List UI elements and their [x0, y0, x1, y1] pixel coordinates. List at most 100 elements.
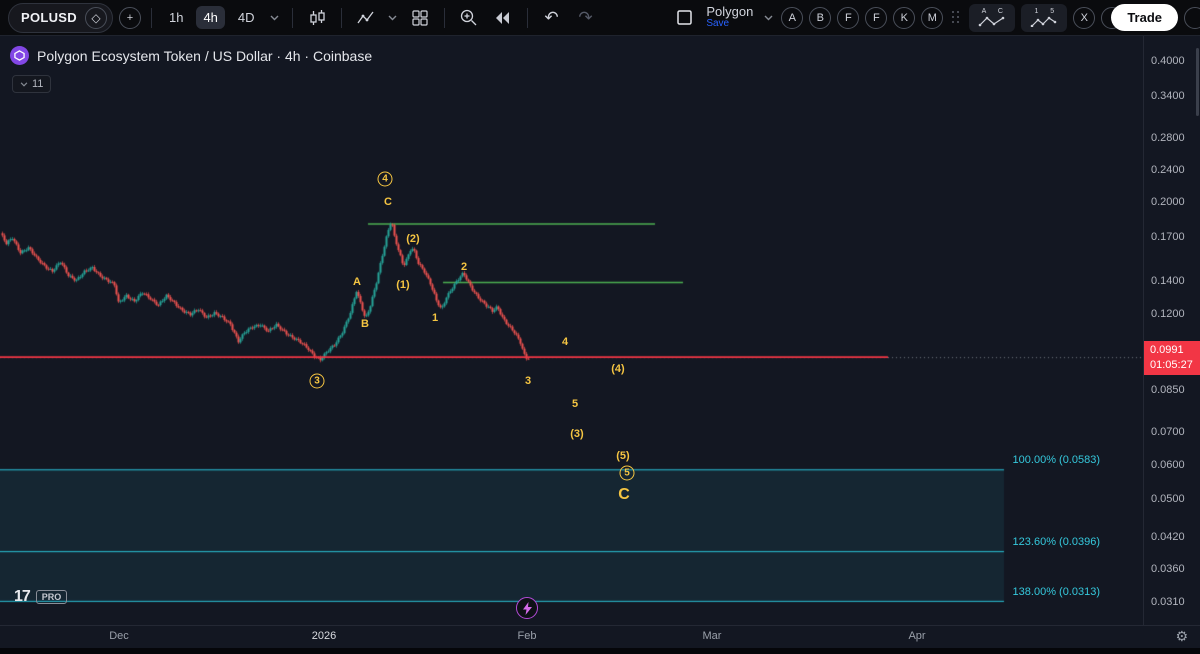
chevron-down-icon[interactable] — [386, 4, 400, 32]
elliott-wave-label[interactable]: C — [618, 486, 630, 503]
elliott-wave-label[interactable]: A — [353, 276, 361, 288]
elliott-wave-label[interactable]: (5) — [616, 450, 630, 462]
elliott-wave-label[interactable]: 4 — [377, 171, 393, 187]
elliott-wave-label[interactable]: B — [361, 318, 369, 330]
tradingview-logo[interactable]: 17 PRO — [14, 588, 68, 606]
price-axis-tick: 0.0500 — [1151, 493, 1185, 505]
elliott-wave-label[interactable]: 1 — [431, 312, 439, 324]
price-axis-tick: 0.0360 — [1151, 563, 1185, 575]
object-count: 11 — [32, 78, 44, 90]
indicators-icon[interactable] — [352, 4, 380, 32]
wave-f2-button[interactable]: F — [865, 6, 888, 29]
layout-name: Polygon — [706, 4, 754, 20]
time-axis-tick: Mar — [702, 630, 722, 642]
toolbar-divider — [291, 7, 293, 28]
elliott-wave-label[interactable]: 4 — [561, 336, 569, 348]
square-shape-icon[interactable] — [670, 4, 698, 32]
polygon-logo-icon — [10, 46, 29, 65]
elliott-wave-label[interactable]: 3 — [524, 375, 532, 387]
close-circle-icon[interactable]: X — [1073, 6, 1096, 29]
price-axis-tick: 0.2800 — [1151, 132, 1185, 144]
axis-scrollbar[interactable] — [1196, 48, 1199, 116]
wave-a-button[interactable]: A — [781, 6, 804, 29]
layout-save-status[interactable]: Save — [706, 18, 730, 30]
wave-b-button[interactable]: B — [809, 6, 832, 29]
time-axis-tick: 2026 — [311, 630, 337, 642]
pattern-letters: 1 5 — [1034, 8, 1060, 15]
elliott-wave-label[interactable]: 5 — [619, 465, 635, 481]
fib-level-label[interactable]: 100.00% (0.0583) — [1012, 454, 1100, 467]
fib-level-label[interactable]: 138.00% (0.0313) — [1012, 585, 1100, 598]
time-axis-tick: Dec — [109, 630, 129, 642]
top-toolbar: POLUSD ◇ + 1h 4h 4D — [0, 0, 1200, 36]
bar-countdown: 01:05:27 — [1150, 358, 1193, 371]
elliott-wave-label[interactable]: (4) — [611, 363, 625, 375]
elliott-wave-label[interactable]: (1) — [396, 279, 410, 291]
lightning-bolt-icon[interactable] — [516, 597, 538, 619]
chart-legend[interactable]: Polygon Ecosystem Token / US Dollar · 4h… — [10, 46, 372, 65]
pattern-letters: A C — [981, 8, 1008, 15]
chevron-down-icon[interactable] — [268, 4, 282, 32]
wave-k-button[interactable]: K — [893, 6, 916, 29]
layout-grid-icon[interactable] — [406, 4, 434, 32]
elliott-wave-label[interactable]: C — [384, 196, 392, 208]
time-axis[interactable]: Dec 2026 Feb Mar Apr ⚙ — [0, 625, 1200, 648]
add-symbol-icon[interactable]: + — [118, 6, 141, 29]
price-axis-tick: 0.2400 — [1151, 164, 1185, 176]
drag-handle-icon[interactable] — [949, 11, 963, 24]
pro-badge: PRO — [35, 590, 68, 604]
interval-1h-button[interactable]: 1h — [168, 10, 184, 25]
zoom-in-icon[interactable] — [455, 4, 483, 32]
price-axis-tick: 0.1700 — [1151, 231, 1185, 243]
price-chart-canvas[interactable] — [0, 36, 1143, 625]
settings-gear-icon[interactable]: ⚙ — [1175, 628, 1188, 644]
wave-f1-button[interactable]: F — [837, 6, 860, 29]
last-price-value: 0.0991 — [1150, 344, 1184, 356]
price-axis-tick: 0.2000 — [1151, 196, 1185, 208]
price-axis-tick: 0.0420 — [1151, 531, 1185, 543]
redo-icon[interactable]: ↷ — [578, 7, 593, 27]
wave-m-button[interactable]: M — [921, 6, 944, 29]
toolbar-divider — [340, 7, 342, 28]
diamond-icon[interactable]: ◇ — [84, 6, 107, 29]
price-axis-tick: 0.3400 — [1151, 90, 1185, 102]
undo-icon[interactable]: ↶ — [544, 7, 559, 27]
object-tree-toggle[interactable]: 11 — [12, 75, 52, 93]
bottom-strip — [0, 648, 1200, 654]
layout-menu-button[interactable]: Polygon Save — [704, 5, 755, 29]
replay-rewind-icon[interactable] — [489, 4, 517, 32]
interval-4h-button[interactable]: 4h — [196, 6, 225, 29]
last-price-badge: 0.0991 01:05:27 — [1144, 341, 1200, 375]
toolbar-divider — [443, 7, 445, 28]
price-axis-tick: 0.0850 — [1151, 384, 1185, 396]
price-axis-tick: 0.4000 — [1151, 55, 1185, 67]
toolbar-divider — [150, 7, 152, 28]
price-axis-tick: 0.0600 — [1151, 459, 1185, 471]
interval-4d-button[interactable]: 4D — [237, 10, 255, 25]
time-axis-tick: Apr — [908, 630, 926, 642]
edge-tool-circle[interactable] — [1184, 6, 1200, 29]
toolbar-divider — [526, 7, 528, 28]
wave-abc-pattern-icon[interactable]: A C — [969, 3, 1016, 32]
price-axis-tick: 0.0700 — [1151, 426, 1185, 438]
candlestick-chart-icon[interactable] — [303, 4, 331, 32]
chevron-down-icon[interactable] — [761, 4, 775, 32]
chart-pane: Polygon Ecosystem Token / US Dollar · 4h… — [0, 36, 1143, 625]
price-axis-tick: 0.1200 — [1151, 308, 1185, 320]
elliott-wave-label[interactable]: 5 — [571, 398, 579, 410]
symbol-label: POLUSD — [21, 10, 77, 25]
symbol-search-button[interactable]: POLUSD ◇ — [8, 2, 113, 33]
wave-12345-pattern-icon[interactable]: 1 5 — [1021, 3, 1068, 32]
time-axis-tick: Feb — [517, 630, 537, 642]
trade-button[interactable]: Trade — [1111, 4, 1178, 31]
elliott-wave-label[interactable]: (2) — [406, 233, 420, 245]
fib-level-label[interactable]: 123.60% (0.0396) — [1012, 536, 1100, 549]
elliott-wave-label[interactable]: 3 — [309, 373, 325, 389]
tv-logo-glyph: 17 — [14, 588, 31, 605]
elliott-wave-label[interactable]: 2 — [460, 261, 468, 273]
elliott-wave-label[interactable]: (3) — [570, 428, 584, 440]
price-axis-tick: 0.1400 — [1151, 275, 1185, 287]
price-axis-tick: 0.0310 — [1151, 596, 1185, 608]
price-axis[interactable]: 0.4000 0.3400 0.2800 0.2400 0.2000 0.1700 0.14… — [1143, 36, 1200, 625]
